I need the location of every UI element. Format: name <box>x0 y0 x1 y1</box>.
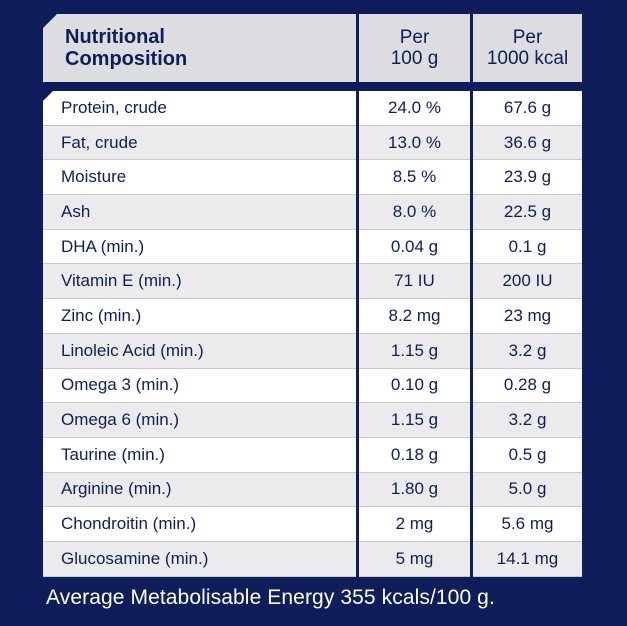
header-composition: Nutritional Composition <box>43 14 356 82</box>
nutrient-name: Omega 6 (min.) <box>43 403 356 438</box>
value-per-100g: 13.0 % <box>359 125 470 161</box>
table-row: Chondroitin (min.) 2 mg 5.6 mg <box>43 507 582 542</box>
header-per-100g-line1: Per <box>399 27 430 48</box>
value-per-1000kcal: 23.9 g <box>473 160 582 196</box>
value-per-1000kcal: 14.1 mg <box>473 541 582 577</box>
nutrient-name: Zinc (min.) <box>43 299 356 334</box>
table-row: Fat, crude 13.0 % 36.6 g <box>43 125 582 161</box>
value-per-100g: 0.10 g <box>359 368 470 404</box>
value-per-100g: 1.15 g <box>359 333 470 369</box>
header-per-1000kcal-line2: 1000 kcal <box>486 48 569 69</box>
nutrient-name: Arginine (min.) <box>43 472 356 508</box>
nutrient-name: Protein, crude <box>43 91 356 126</box>
header-per-1000kcal: Per 1000 kcal <box>473 14 582 82</box>
value-per-1000kcal: 3.2 g <box>473 333 582 369</box>
value-per-100g: 1.80 g <box>359 472 470 508</box>
table-row: Protein, crude 24.0 % 67.6 g <box>43 91 582 126</box>
table-row: Omega 3 (min.) 0.10 g 0.28 g <box>43 368 582 404</box>
energy-footnote: Average Metabolisable Energy 355 kcals/1… <box>46 586 495 609</box>
nutrient-name: Taurine (min.) <box>43 437 356 473</box>
nutrition-table: Nutritional Composition Per 100 g Per 10… <box>43 14 582 577</box>
nutrient-name: Linoleic Acid (min.) <box>43 333 356 369</box>
nutrient-name: Moisture <box>43 160 356 196</box>
header-composition-line1: Nutritional <box>65 26 165 48</box>
nutrient-name: Chondroitin (min.) <box>43 507 356 542</box>
value-per-1000kcal: 23 mg <box>473 299 582 334</box>
value-per-100g: 8.0 % <box>359 195 470 230</box>
value-per-1000kcal: 0.5 g <box>473 437 582 473</box>
table-row: Ash 8.0 % 22.5 g <box>43 195 582 230</box>
nutrient-name: Glucosamine (min.) <box>43 541 356 577</box>
nutrient-name: DHA (min.) <box>43 229 356 265</box>
nutrient-name: Vitamin E (min.) <box>43 264 356 300</box>
table-body: Protein, crude 24.0 % 67.6 g Fat, crude 13.0… <box>43 91 582 577</box>
value-per-1000kcal: 3.2 g <box>473 403 582 438</box>
value-per-100g: 8.5 % <box>359 160 470 196</box>
value-per-100g: 2 mg <box>359 507 470 542</box>
value-per-1000kcal: 22.5 g <box>473 195 582 230</box>
value-per-100g: 0.04 g <box>359 229 470 265</box>
table-row: DHA (min.) 0.04 g 0.1 g <box>43 229 582 265</box>
value-per-100g: 24.0 % <box>359 91 470 126</box>
header-per-100g-line2: 100 g <box>390 48 439 69</box>
nutrient-name: Ash <box>43 195 356 230</box>
table-row: Moisture 8.5 % 23.9 g <box>43 160 582 196</box>
value-per-1000kcal: 5.6 mg <box>473 507 582 542</box>
value-per-1000kcal: 0.28 g <box>473 368 582 404</box>
value-per-1000kcal: 5.0 g <box>473 472 582 508</box>
header-per-100g: Per 100 g <box>359 14 470 82</box>
value-per-100g: 8.2 mg <box>359 299 470 334</box>
value-per-100g: 71 IU <box>359 264 470 300</box>
value-per-1000kcal: 67.6 g <box>473 91 582 126</box>
value-per-1000kcal: 200 IU <box>473 264 582 300</box>
table-row: Glucosamine (min.) 5 mg 14.1 mg <box>43 541 582 577</box>
value-per-100g: 5 mg <box>359 541 470 577</box>
table-row: Zinc (min.) 8.2 mg 23 mg <box>43 299 582 334</box>
table-header: Nutritional Composition Per 100 g Per 10… <box>43 14 582 82</box>
value-per-100g: 0.18 g <box>359 437 470 473</box>
table-row: Omega 6 (min.) 1.15 g 3.2 g <box>43 403 582 438</box>
table-row: Linoleic Acid (min.) 1.15 g 3.2 g <box>43 333 582 369</box>
value-per-1000kcal: 0.1 g <box>473 229 582 265</box>
value-per-100g: 1.15 g <box>359 403 470 438</box>
header-composition-line2: Composition <box>65 48 188 70</box>
value-per-1000kcal: 36.6 g <box>473 125 582 161</box>
table-row: Arginine (min.) 1.80 g 5.0 g <box>43 472 582 508</box>
table-row: Vitamin E (min.) 71 IU 200 IU <box>43 264 582 300</box>
table-row: Taurine (min.) 0.18 g 0.5 g <box>43 437 582 473</box>
nutrient-name: Fat, crude <box>43 125 356 161</box>
header-per-1000kcal-line1: Per <box>512 27 543 48</box>
nutrient-name: Omega 3 (min.) <box>43 368 356 404</box>
